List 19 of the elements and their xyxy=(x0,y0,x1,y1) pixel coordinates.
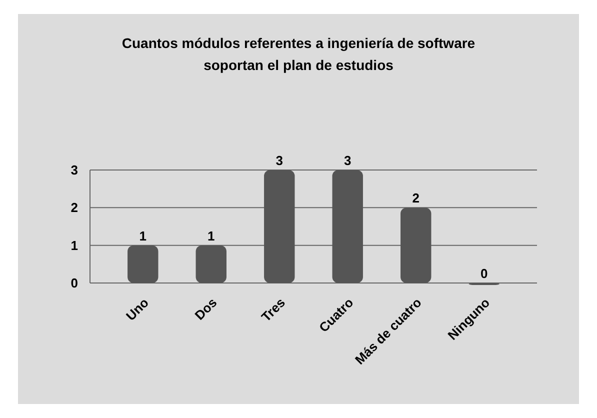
data-label: 2 xyxy=(412,190,420,206)
data-label: 3 xyxy=(344,153,352,168)
bar xyxy=(196,245,226,283)
y-tick-label: 3 xyxy=(70,162,78,178)
x-tick-label: Tres xyxy=(258,294,288,324)
bar xyxy=(264,170,295,283)
data-label: 1 xyxy=(139,228,147,244)
bar xyxy=(128,245,158,283)
x-tick-label: Dos xyxy=(192,294,220,323)
x-tick-label: Uno xyxy=(122,294,152,324)
bar xyxy=(332,170,363,283)
data-label: 3 xyxy=(276,153,283,168)
chart-title: Cuantos módulos referentes a ingeniería de software soportan el plan de estudios xyxy=(122,35,476,73)
bar xyxy=(400,208,432,283)
y-tick-label: 0 xyxy=(70,276,78,291)
y-tick-label: 2 xyxy=(70,200,78,216)
y-tick-label: 1 xyxy=(70,238,78,253)
data-label: 0 xyxy=(480,266,488,281)
data-label: 1 xyxy=(208,228,215,244)
